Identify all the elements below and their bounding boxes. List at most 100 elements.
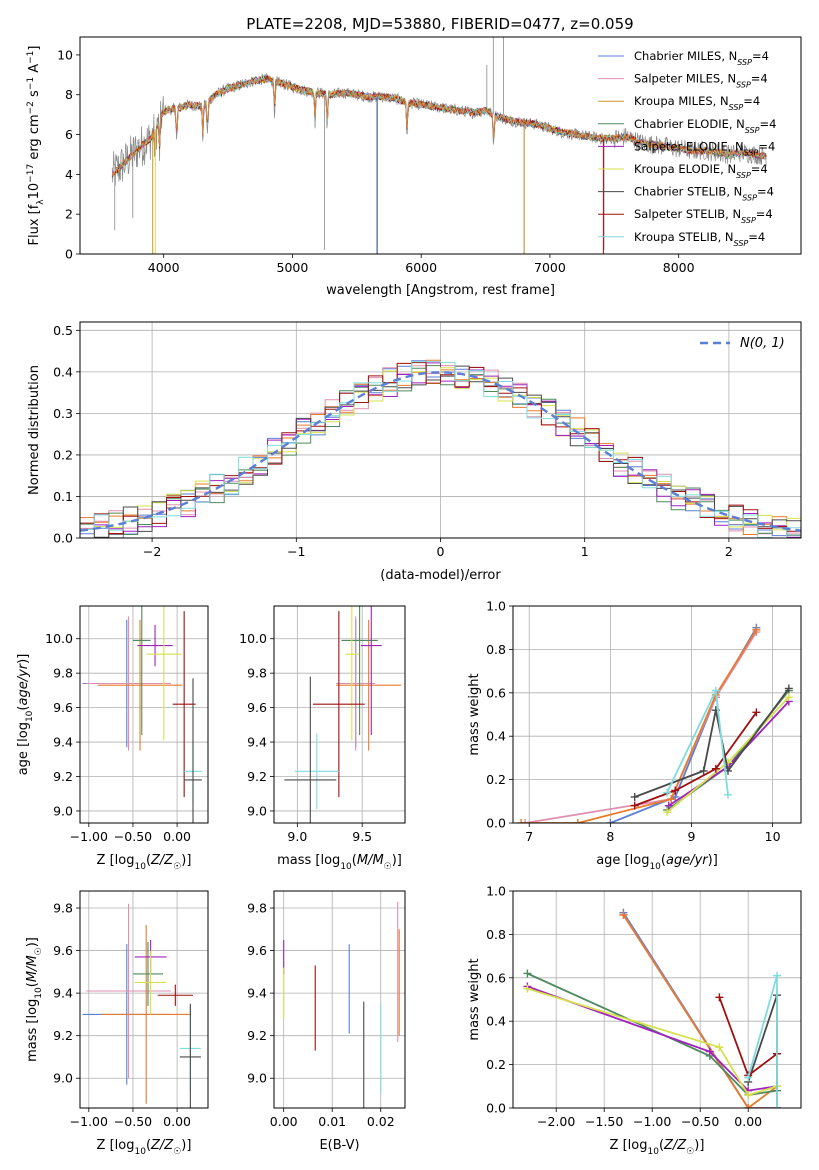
weight-point-kroupa_elodie: [663, 808, 672, 817]
y-tick-label: 0.4: [486, 1014, 506, 1029]
y-tick-label: 9.4: [53, 735, 73, 750]
x-axis-label-part: )]: [392, 853, 402, 868]
legend-label-text: Chabrier ELODIE, N: [634, 117, 745, 131]
y-tick-label: 0.0: [486, 1101, 506, 1116]
x-axis-label: wavelength [Angstrom, rest frame]: [326, 283, 555, 298]
axes-spectrum: 4000 5000 6000 7000 8000 0 2 4 6 8 10: [57, 47, 695, 275]
weight-point-orange: [667, 795, 676, 804]
x-tick-label: 10: [765, 829, 781, 844]
weight-point-kroupa_stelib: [723, 790, 732, 799]
legend-label-tail: =4: [748, 230, 765, 244]
y-tick-label: 9.0: [53, 803, 73, 818]
axes-frame: [79, 36, 802, 255]
y-axis-label-part: (: [16, 706, 31, 711]
x-axis-label-part: 10: [134, 862, 146, 872]
legend-label-tail: =4: [756, 207, 773, 221]
weight-line-chabrier_elodie: [527, 972, 778, 1096]
y-axis-label-part: −17: [26, 164, 36, 183]
weight-lines-weight_vs_Z: [523, 908, 781, 1108]
x-axis-label-part: 10: [647, 1147, 659, 1157]
axes-frame: [79, 890, 209, 1109]
weight-point-salpeter_elodie: [705, 1047, 714, 1056]
x-tick-label: 0.00: [163, 829, 191, 844]
legend-label: Salpeter MILES, NSSP=4: [634, 72, 768, 90]
x-tick-label: −0.50: [114, 1114, 152, 1129]
y-axis-label-part: λ: [36, 199, 46, 205]
axes-frame: [273, 890, 406, 1109]
x-axis-label-part: 10: [340, 862, 352, 872]
figure-title: PLATE=2208, MJD=53880, FIBERID=0477, z=0…: [246, 15, 633, 33]
weight-point-salpeter_stelib: [715, 993, 724, 1002]
x-axis-label-part: M/M: [357, 853, 384, 868]
legend-label-tail: =4: [760, 117, 777, 131]
legend-label-sub: SSP: [736, 171, 751, 180]
y-tick-label: 10.0: [239, 631, 267, 646]
y-axis-label-part: s: [27, 90, 42, 101]
legend-label-sub: SSP: [744, 148, 759, 157]
y-axis-label-part: )]: [16, 654, 31, 664]
legend-label-text: Kroupa ELODIE, N: [634, 162, 736, 176]
x-tick-label: 6000: [405, 260, 437, 275]
x-tick-label: 5000: [277, 260, 309, 275]
legend-label: Chabrier ELODIE, NSSP=4: [634, 117, 776, 135]
x-axis-label: Z [log10(Z/Z☉)]: [610, 1138, 705, 1157]
y-tick-label: 0.6: [486, 685, 506, 700]
x-tick-label: −2.00: [537, 1114, 575, 1129]
x-tick-label: 9: [688, 829, 696, 844]
y-tick-label: 9.8: [247, 666, 267, 681]
legend-label-text: Salpeter ELODIE, N: [634, 139, 744, 153]
x-tick-label: −1.00: [633, 1114, 671, 1129]
weight-line-orange: [521, 629, 758, 823]
y-tick-label: 9.8: [53, 901, 73, 916]
y-axis-label-part: (: [25, 982, 40, 987]
y-tick-label: 0.2: [53, 447, 73, 462]
x-tick-label: 8000: [663, 260, 695, 275]
weight-point-kroupa_stelib: [744, 1073, 753, 1082]
y-tick-label: 4: [65, 167, 73, 182]
x-tick-label: −1.00: [70, 1114, 108, 1129]
weight-point-kroupa_elodie: [723, 758, 732, 767]
x-tick-label: 0.00: [163, 1114, 191, 1129]
y-axis-label: Flux [fλ10−17 erg cm−2 s−1 A−1]: [26, 46, 46, 246]
histograms: [80, 359, 801, 538]
x-tick-label: 1: [581, 544, 589, 559]
axes-mass_vs_ebv: 0.00 0.01 0.02 9.0 9.2 9.4 9.6 9.8: [247, 891, 405, 1129]
y-tick-label: 1.0: [486, 599, 506, 614]
axes-frame: [273, 605, 406, 824]
y-tick-label: 9.2: [53, 769, 73, 784]
weight-point-salpeter_stelib: [630, 801, 639, 810]
x-axis-label-part: Z [log: [97, 1138, 135, 1153]
x-axis-label-part: (: [661, 853, 666, 868]
x-axis-label-part: (: [659, 1138, 664, 1153]
weight-line-kroupa_elodie: [527, 987, 778, 1097]
y-tick-label: 9.6: [53, 943, 73, 958]
x-axis-label: (data-model)/error: [380, 568, 501, 583]
axes-frame: [79, 321, 802, 539]
y-axis-label-part: 10: [25, 710, 35, 722]
x-tick-label: 0.00: [734, 1114, 762, 1129]
x-tick-label: 9.5: [352, 829, 372, 844]
x-axis-label-part: Z [log: [97, 853, 135, 868]
weight-point-orange: [752, 625, 761, 634]
model-spectrum-orange: [111, 74, 767, 177]
legend-label-tail: =4: [757, 185, 774, 199]
legend-label-tail: =4: [751, 72, 768, 86]
x-tick-label: 8: [606, 829, 614, 844]
y-tick-label: 9.6: [247, 943, 267, 958]
y-tick-label: 9.0: [247, 1071, 267, 1086]
x-axis-label-part: age [log: [596, 853, 649, 868]
legend-label-sub: SSP: [737, 58, 752, 67]
weight-line-salpeter_elodie: [527, 985, 778, 1092]
x-axis-label-part: )]: [694, 1138, 704, 1153]
histogram-kroupa_stelib: [80, 361, 801, 538]
y-tick-label: 9.0: [247, 803, 267, 818]
y-tick-label: 9.8: [247, 901, 267, 916]
y-axis-label-part: )]: [25, 937, 40, 947]
legend-label-tail: =4: [752, 49, 769, 63]
weight-point-orange: [517, 819, 526, 823]
y-tick-label: 0.0: [486, 816, 506, 831]
x-axis-label-part: )]: [181, 1138, 191, 1153]
legend-label-text: Chabrier MILES, N: [634, 49, 737, 63]
weight-point-salpeter_stelib: [752, 708, 761, 717]
